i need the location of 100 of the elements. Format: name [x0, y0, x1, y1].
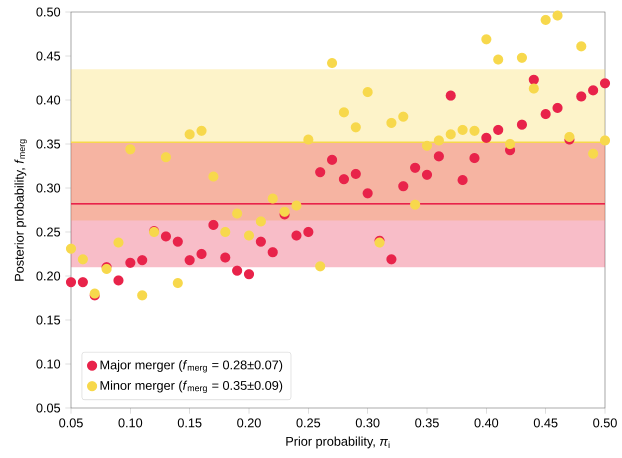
point: [256, 216, 266, 227]
point: [576, 41, 586, 52]
x-axis-title: Prior probability, π$_{i}$: [286, 436, 390, 448]
point: [208, 171, 218, 182]
point: [434, 135, 444, 146]
y-tick-label: 0.45: [36, 52, 60, 60]
point: [410, 200, 420, 210]
point: [505, 138, 516, 150]
point: [458, 175, 468, 186]
y-tick-label: 0.10: [36, 360, 60, 368]
x-tick-label: 0.10: [118, 418, 142, 428]
y-tick-label: 0.05: [36, 404, 60, 412]
point: [516, 120, 528, 130]
y-tick-label: 0.25: [36, 228, 60, 236]
point: [458, 124, 468, 135]
point: [398, 181, 408, 192]
point: [184, 129, 195, 140]
legend-label: Minor merger (f$_{merg}$ = 0.35±0.09): [100, 380, 282, 393]
y-tick-label: 0.20: [36, 272, 60, 280]
point: [125, 144, 136, 154]
point: [350, 122, 361, 132]
point: [113, 275, 124, 286]
point: [446, 129, 456, 140]
point: [516, 52, 528, 63]
point: [160, 152, 172, 162]
point: [493, 54, 504, 65]
point: [160, 231, 172, 242]
point: [268, 193, 278, 204]
point: [481, 34, 492, 44]
point: [326, 58, 338, 68]
point: [303, 134, 314, 145]
point: [232, 266, 242, 276]
point: [540, 14, 551, 25]
point: [600, 135, 610, 146]
point: [268, 247, 278, 258]
point: [291, 230, 302, 241]
point: [386, 254, 396, 264]
point: [66, 277, 76, 288]
point: [113, 237, 124, 248]
point: [588, 85, 598, 96]
point: [350, 168, 361, 179]
point: [338, 174, 350, 184]
x-tick-label: 0.45: [534, 418, 558, 428]
point: [362, 188, 373, 198]
point: [125, 258, 136, 268]
y-tick-label: 0.40: [36, 96, 60, 104]
point: [528, 83, 539, 94]
point: [137, 290, 148, 300]
x-tick-label: 0.35: [415, 418, 439, 428]
x-tick-label: 0.50: [593, 418, 617, 428]
point: [291, 200, 302, 211]
point: [137, 255, 148, 266]
point: [576, 91, 586, 102]
point: [422, 170, 432, 180]
point: [588, 148, 598, 159]
point: [540, 109, 551, 120]
point: [446, 90, 456, 101]
point: [315, 167, 326, 178]
point: [280, 206, 290, 217]
point: [469, 153, 480, 164]
point: [564, 132, 574, 142]
point: [196, 126, 207, 136]
point: [528, 74, 539, 85]
point: [552, 102, 563, 113]
legend-label: Major merger (f$_{merg}$ = 0.28±0.07): [100, 360, 282, 372]
x-tick-label: 0.40: [474, 418, 498, 428]
y-axis-title: Posterior probability, f$_{merg}$: [14, 139, 27, 281]
point: [386, 118, 396, 128]
point: [552, 10, 563, 21]
point: [232, 208, 242, 219]
x-tick-label: 0.25: [296, 418, 320, 428]
y-tick-label: 0.50: [36, 8, 60, 16]
point: [303, 226, 314, 238]
point: [493, 124, 504, 135]
y-tick-label: 0.15: [36, 316, 60, 324]
point: [481, 132, 492, 143]
point: [244, 269, 254, 280]
point: [469, 126, 480, 136]
x-tick-label: 0.30: [356, 418, 380, 428]
point: [362, 87, 373, 98]
point: [244, 230, 254, 241]
point: [208, 220, 218, 230]
point: [78, 277, 88, 288]
x-tick-label: 0.15: [178, 418, 202, 428]
point: [326, 154, 338, 165]
point: [184, 255, 195, 266]
point: [256, 236, 266, 247]
x-tick-label: 0.05: [59, 418, 83, 428]
point: [66, 244, 76, 254]
point: [338, 107, 350, 118]
x-tick-label: 0.20: [237, 418, 261, 428]
point: [422, 140, 432, 151]
point: [172, 236, 183, 247]
y-tick-label: 0.30: [36, 184, 60, 192]
point: [434, 151, 444, 162]
y-tick-label: 0.35: [36, 140, 60, 148]
point: [410, 162, 420, 173]
point: [196, 248, 207, 260]
point: [398, 112, 408, 122]
point: [78, 254, 88, 264]
